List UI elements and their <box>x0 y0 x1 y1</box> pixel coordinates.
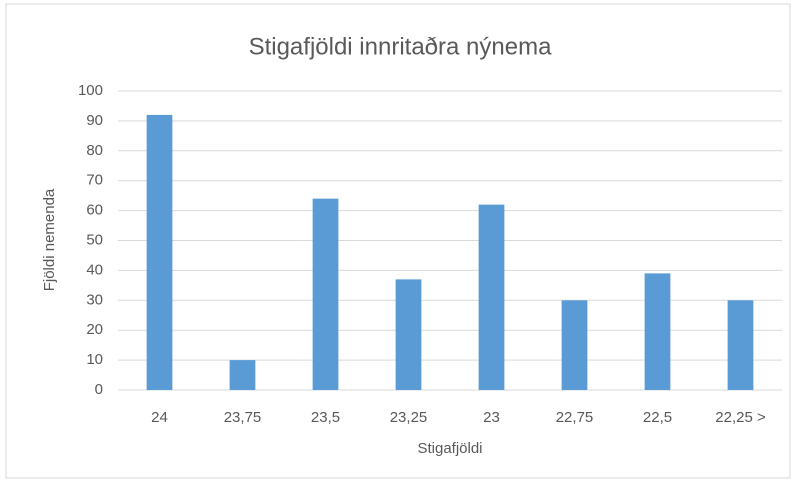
bar <box>561 300 588 390</box>
y-tick-label: 90 <box>86 112 103 129</box>
x-tick-label: 23 <box>483 409 500 426</box>
y-tick-label: 60 <box>86 202 103 219</box>
bar <box>229 360 256 390</box>
y-tick-label: 30 <box>86 291 103 308</box>
bar <box>312 198 339 390</box>
y-tick-label: 40 <box>86 261 103 278</box>
y-tick-label: 50 <box>86 231 103 248</box>
y-tick-label: 70 <box>86 172 103 189</box>
y-axis-label: Fjöldi nemenda <box>41 188 58 291</box>
x-tick-label: 23,25 <box>390 409 428 426</box>
y-tick-label: 10 <box>86 351 103 368</box>
y-tick-label: 0 <box>95 381 103 398</box>
x-tick-label: 22,5 <box>643 409 672 426</box>
x-tick-label: 24 <box>151 409 168 426</box>
bar <box>146 114 173 391</box>
bar <box>644 273 671 390</box>
x-tick-label: 22,25 > <box>715 409 766 426</box>
x-tick-label: 23,5 <box>311 409 340 426</box>
chart-title: Stigafjöldi innritaðra nýnema <box>249 33 552 60</box>
y-tick-label: 20 <box>86 321 103 338</box>
bar <box>478 204 505 390</box>
x-axis-label: Stigafjöldi <box>417 440 482 457</box>
bar <box>727 300 754 390</box>
y-tick-label: 100 <box>78 82 103 99</box>
bar <box>395 279 422 390</box>
y-tick-label: 80 <box>86 142 103 159</box>
x-tick-label: 22,75 <box>556 409 594 426</box>
x-tick-label: 23,75 <box>224 409 262 426</box>
